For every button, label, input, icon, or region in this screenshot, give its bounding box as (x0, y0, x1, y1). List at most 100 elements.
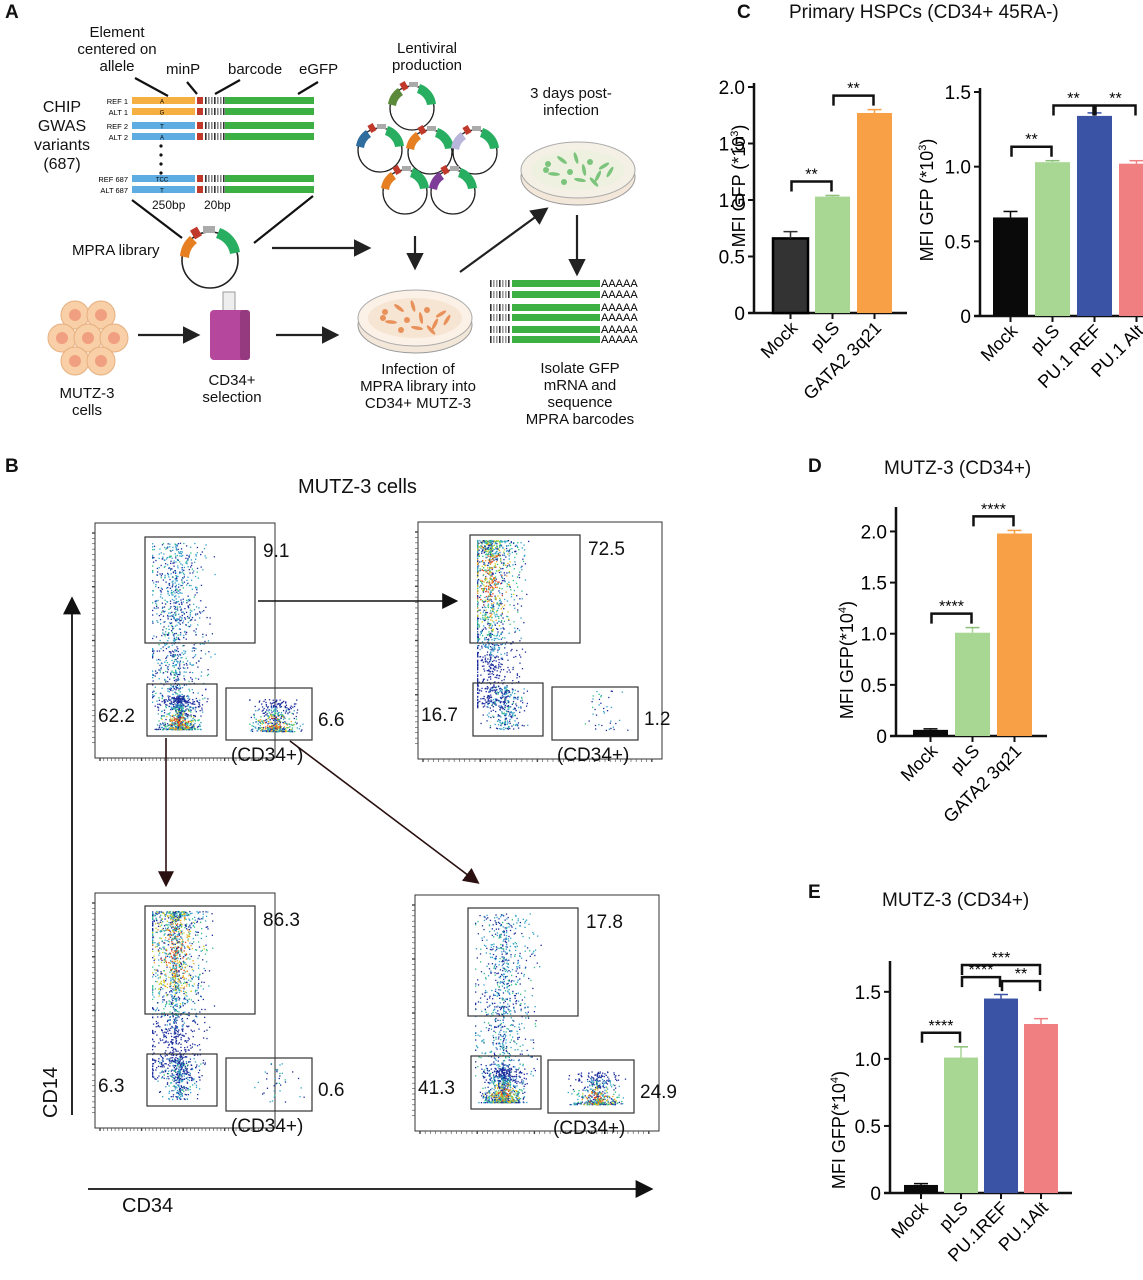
mpra-library-label: MPRA library (72, 242, 160, 259)
significance-label: ** (1109, 90, 1121, 107)
x-tick-label: GATA2 3q21 (799, 318, 885, 404)
y-tick-label: 0.5 (855, 1117, 881, 1138)
egfp-segment (225, 175, 314, 182)
element-segment (132, 133, 195, 140)
gate-top (144, 905, 256, 1015)
x-tick-label: Mock (757, 317, 802, 362)
cd34-plus-label: (CD34+) (553, 1118, 626, 1139)
mrna-read: AAAAA (490, 324, 638, 336)
construct-row: ALT 2 A (109, 133, 314, 142)
minp-segment (197, 175, 203, 182)
plasmid-icon (388, 81, 436, 131)
y-tick-label: 1.5 (861, 574, 887, 595)
element-segment (132, 186, 195, 193)
post-infection-label: 3 days post-infection (530, 85, 612, 119)
cd34-plus-label: (CD34+) (557, 745, 630, 766)
significance-label: ** (805, 166, 817, 183)
row-name: REF 1 (107, 97, 128, 106)
plasmid-icon (429, 165, 477, 215)
element-pointer (134, 77, 169, 97)
y-axis-label: MFI GFP(*104) (829, 1071, 849, 1189)
mrna-read: AAAAA (490, 289, 638, 301)
gate-right (551, 686, 639, 741)
allele: T (160, 189, 164, 195)
egfp-segment (225, 186, 314, 193)
library-pointer-right (253, 195, 314, 244)
y-axis-label: MFI GFP (*103) (917, 139, 937, 262)
gate-top (467, 907, 579, 1017)
polya-tail: AAAAA (601, 324, 638, 336)
y-tick-label: 1.0 (719, 191, 745, 212)
postinfection-dish-icon (520, 141, 636, 206)
allele: A (160, 136, 164, 142)
mrna-read: AAAAA (490, 334, 638, 346)
lentiviral-plasmids-icon (356, 81, 499, 215)
panel-d-title: MUTZ-3 (CD34+) (884, 458, 1032, 479)
panel-b-label: B (5, 456, 19, 477)
panel-c-label: C (737, 2, 751, 23)
row-name: REF 687 (98, 175, 128, 184)
plasmid-icon (406, 125, 454, 175)
egfp-segment (225, 97, 314, 104)
gate-top-percent: 72.5 (588, 539, 625, 560)
flow-plot (92, 892, 313, 1131)
element-label: Element centered on allele (77, 24, 157, 75)
construct-row: ALT 687 T (100, 186, 314, 195)
x-tick-label: pLS (807, 318, 844, 355)
significance-bracket: ** (1052, 90, 1095, 116)
bar (1077, 115, 1112, 316)
panel-e-label: E (808, 882, 821, 903)
row-name: ALT 687 (100, 186, 128, 195)
element-segment (132, 108, 195, 115)
flow-plot (415, 521, 663, 762)
y-tick-label: 1.5 (945, 83, 971, 104)
mrna-read: AAAAA (490, 278, 638, 290)
gate-right-percent: 1.2 (644, 709, 671, 730)
x-tick-label: Mock (897, 740, 942, 785)
x-tick-label: pLS (947, 741, 984, 778)
bar (997, 533, 1032, 736)
barcode-label: barcode (228, 61, 283, 78)
significance-bracket: *** (960, 950, 1042, 975)
y-tick-label: 0 (870, 1184, 881, 1205)
row-name: REF 2 (107, 122, 128, 131)
gate-left-percent: 62.2 (98, 706, 135, 727)
gate-left (470, 1055, 542, 1110)
y-tick-label: 0 (960, 307, 971, 328)
flow-plot (92, 522, 313, 761)
x-tick-label: GATA2 3q21 (939, 741, 1025, 827)
gate-left-percent: 16.7 (421, 705, 458, 726)
gate-top (144, 536, 256, 644)
significance-label: **** (939, 599, 964, 616)
y-tick-label: 0 (734, 304, 745, 325)
gate-right-percent: 6.6 (318, 710, 345, 731)
egfp-pointer (297, 81, 319, 95)
plasmid-icon (381, 165, 429, 215)
bar (993, 217, 1028, 316)
allele: TCC (156, 178, 169, 184)
minp-pointer (186, 81, 198, 95)
lentiviral-label: Lentiviral production (391, 40, 463, 74)
mutz3-cells-icon (47, 300, 129, 376)
gate-arrow-right (289, 740, 480, 884)
panel-e-title: MUTZ-3 (CD34+) (882, 890, 1030, 911)
gate-left-percent: 41.3 (418, 1078, 455, 1099)
significance-label: *** (992, 950, 1011, 967)
cd34-column-icon (210, 291, 250, 360)
cd34-selection-label: CD34+ selection (202, 372, 262, 406)
construct-row: ALT 1 G (109, 108, 314, 117)
significance-bracket: **** (930, 599, 973, 624)
minp-segment (197, 108, 203, 115)
bar (771, 237, 810, 315)
minp-segment (197, 186, 203, 193)
construct-diagram: REF 1 A ALT 1 G REF 2 T ALT 2 A REF 687 TCC ALT 68… (98, 77, 319, 244)
gate-right (225, 1057, 313, 1112)
x-tick-label: Mock (977, 320, 1022, 365)
x-tick-label: Mock (887, 1197, 932, 1242)
bar (815, 196, 850, 313)
gate-right-percent: 0.6 (318, 1080, 345, 1101)
